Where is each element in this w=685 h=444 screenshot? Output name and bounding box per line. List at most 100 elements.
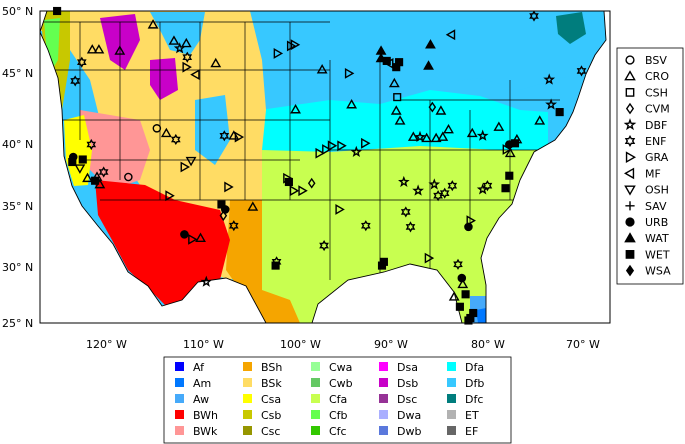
site-marker-osh (185, 156, 197, 167)
site-legend-item: CSH (625, 86, 668, 99)
lon-tick-label: 100° W (280, 338, 321, 351)
coastline (40, 11, 607, 323)
site-legend-item: BSV (625, 54, 667, 67)
site-marker-cro (346, 98, 358, 109)
site-marker-dbf (200, 275, 213, 287)
climate-swatch (243, 394, 252, 403)
site-marker-csh (393, 93, 402, 102)
climate-swatch (379, 394, 388, 403)
hexagram-icon (624, 134, 636, 148)
site-marker-cro (86, 44, 98, 54)
site-marker-mf (445, 29, 456, 41)
longitude-axis: 120° W 110° W 100° W 90° W 80° W 70° W (86, 338, 600, 351)
climate-swatch (175, 426, 184, 435)
climate-legend-item: Dsb (379, 377, 418, 390)
climate-legend-item: Af (175, 361, 205, 374)
site-marker-gra (289, 185, 300, 197)
site-marker-wet (555, 108, 564, 117)
climate-legend-item: Dwb (379, 425, 421, 438)
climate-swatch (311, 378, 320, 387)
climate-swatch (175, 378, 184, 387)
climate-zones (40, 11, 606, 323)
site-marker-cro (394, 115, 406, 125)
site-legend-label: CRO (645, 70, 669, 83)
site-marker-cvm (307, 177, 316, 189)
lat-tick-label: 35° N (2, 200, 33, 213)
climate-swatch (243, 378, 252, 387)
climate-legend-label: Cwa (329, 361, 352, 374)
site-marker-gra (224, 181, 234, 193)
climate-swatch (311, 410, 320, 419)
climate-legend-item: Dsa (379, 361, 418, 374)
site-legend-item: OSH (624, 184, 669, 197)
lon-tick-label: 90° W (374, 338, 408, 351)
site-marker-wet (461, 290, 470, 299)
site-marker-gra (180, 161, 191, 173)
climate-legend-label: Csc (261, 425, 280, 438)
site-marker-enf (228, 220, 239, 232)
site-marker-gra (188, 233, 198, 245)
site-marker-enf (76, 56, 87, 68)
site-marker-cro (168, 35, 180, 45)
climate-legend-item: Cfa (311, 393, 347, 406)
climate-legend-label: Cfc (329, 425, 347, 438)
site-marker-cro (390, 105, 402, 115)
site-marker-wat (375, 45, 387, 55)
site-marker-gra (290, 39, 301, 51)
site-marker-wat (423, 60, 434, 70)
climate-legend-label: Dfa (465, 361, 484, 374)
site-legend-item: WET (625, 248, 670, 261)
climate-legend-item: Cwb (311, 377, 353, 390)
climate-swatch (175, 410, 184, 419)
site-marker-dbf (173, 42, 186, 54)
site-marker-mf (190, 69, 200, 81)
site-marker-enf (98, 166, 109, 178)
site-marker-enf (271, 256, 282, 268)
climate-legend-label: EF (465, 425, 478, 438)
site-marker-enf (86, 138, 97, 151)
climate-legend-label: Af (193, 361, 205, 374)
site-marker-dbf (414, 130, 426, 142)
triangle-up-icon (624, 70, 636, 81)
site-marker-cro (421, 132, 433, 143)
site-legend-label: GRA (645, 151, 669, 164)
climate-swatch (243, 362, 252, 371)
site-marker-gra (335, 204, 345, 215)
site-marker-gra (344, 67, 355, 79)
site-legend-label: MF (645, 167, 661, 180)
climate-swatch (447, 362, 456, 371)
site-marker-enf (529, 10, 539, 22)
climate-legend-item: EF (447, 425, 478, 438)
site-marker-gra (315, 147, 325, 159)
triangle-up-filled-icon (624, 232, 636, 243)
climate-swatch (379, 410, 388, 419)
triangle-left-icon (623, 167, 635, 180)
lon-tick-label: 120° W (86, 338, 127, 351)
site-legend-label: DBF (645, 119, 667, 132)
site-legend-label: URB (645, 216, 668, 229)
site-marker-dbf (476, 183, 489, 195)
climate-swatch (311, 426, 320, 435)
site-legend-item: DBF (623, 118, 667, 132)
site-marker-cvm (219, 210, 228, 222)
site-marker-enf (453, 258, 463, 270)
lat-tick-label: 30° N (2, 261, 33, 274)
climate-legend-item: BWk (175, 425, 218, 438)
climate-swatch (379, 426, 388, 435)
site-legend-item: WSA (625, 264, 671, 278)
climate-swatch (175, 394, 184, 403)
site-marker-enf (182, 51, 193, 63)
diamond-filled-icon (625, 264, 635, 277)
site-marker-enf (405, 221, 416, 233)
site-marker-enf (439, 187, 450, 199)
climate-swatch (175, 362, 184, 371)
climate-legend-label: BSh (261, 361, 282, 374)
climate-legend: Af Am Aw BWh BWk BSh BSk Csa Csb Csc Cwa Cwb Cfa Cfb C… (163, 356, 512, 444)
site-marker-dbf (350, 145, 363, 158)
site-marker-wet (377, 261, 387, 270)
climate-legend-label: Dfb (465, 377, 484, 390)
site-marker-cro (160, 127, 172, 138)
plot-frame (39, 10, 611, 324)
site-legend-item: URB (625, 216, 668, 229)
site-marker-wet (284, 177, 293, 187)
